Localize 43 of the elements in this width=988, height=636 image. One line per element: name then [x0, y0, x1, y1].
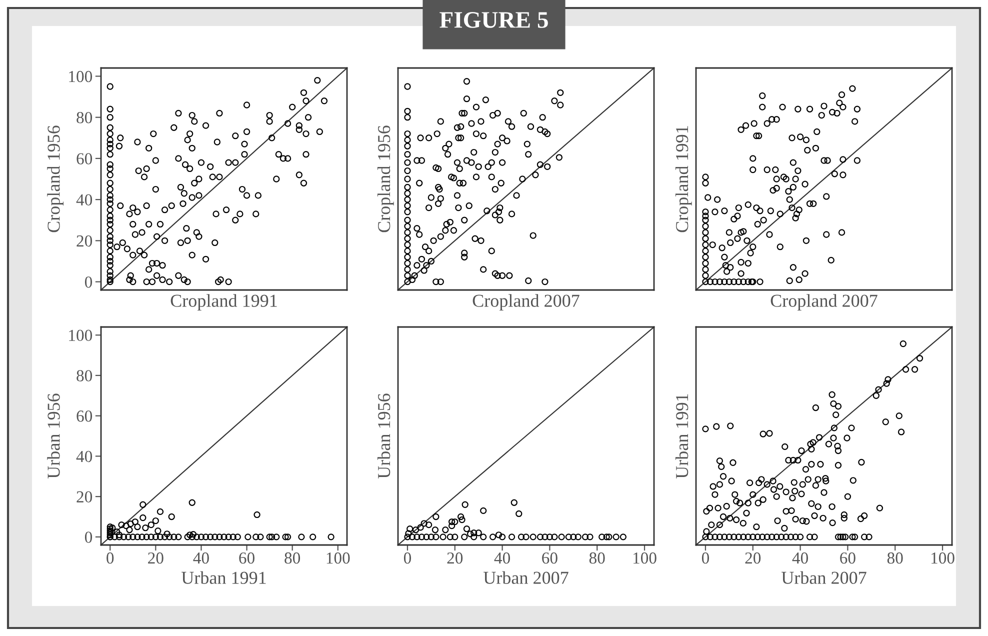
x-axis-title: Cropland 2007: [770, 294, 878, 311]
x-tick-label: 60: [542, 552, 558, 564]
x-axis-title: Urban 1991: [182, 571, 266, 584]
y-tick-label: 80: [76, 112, 92, 124]
x-tick-label: 60: [239, 552, 254, 564]
x-tick-label: 80: [887, 552, 903, 564]
x-axis-title: Urban 2007: [782, 571, 866, 584]
x-axis-title: Cropland 2007: [472, 294, 580, 311]
x-tick-label: 0: [404, 552, 412, 564]
y-axis-title: Urban 1956: [377, 394, 390, 478]
y-axis-title: Urban 1991: [675, 394, 688, 478]
x-tick-label: 80: [284, 552, 300, 564]
x-tick-label: 60: [840, 552, 856, 564]
y-axis-title: Cropland 1956: [377, 126, 394, 232]
x-axis-title: Cropland 1991: [170, 294, 277, 311]
y-tick-label: 60: [76, 153, 92, 164]
y-tick-label: 20: [76, 491, 92, 502]
x-tick-label: 0: [702, 552, 710, 564]
y-tick-label: 80: [76, 370, 92, 382]
x-tick-label: 80: [589, 552, 605, 564]
x-tick-label: 20: [447, 552, 463, 564]
y-tick-label: 0: [84, 532, 92, 543]
x-tick-label: 100: [931, 552, 954, 564]
x-axis-title: Urban 2007: [484, 571, 568, 584]
x-tick-label: 0: [106, 552, 114, 564]
y-tick-label: 0: [84, 276, 92, 288]
y-tick-label: 100: [69, 330, 92, 342]
chart-title: FIGURE 5: [440, 12, 548, 28]
y-axis-title: Urban 1956: [47, 394, 60, 478]
y-tick-label: 40: [76, 194, 92, 206]
x-tick-label: 40: [792, 552, 808, 564]
x-tick-label: 20: [745, 552, 761, 564]
y-axis-title: Cropland 1956: [47, 126, 64, 232]
x-tick-label: 100: [326, 552, 350, 564]
x-tick-label: 20: [148, 552, 164, 564]
x-tick-label: 40: [494, 552, 510, 564]
y-tick-label: 20: [76, 235, 92, 247]
x-tick-label: 40: [193, 552, 209, 564]
x-tick-label: 100: [633, 552, 656, 564]
y-tick-label: 40: [76, 450, 92, 462]
y-axis-title: Cropland 1991: [675, 126, 692, 232]
y-tick-label: 100: [69, 70, 92, 82]
y-tick-label: 60: [76, 410, 92, 422]
